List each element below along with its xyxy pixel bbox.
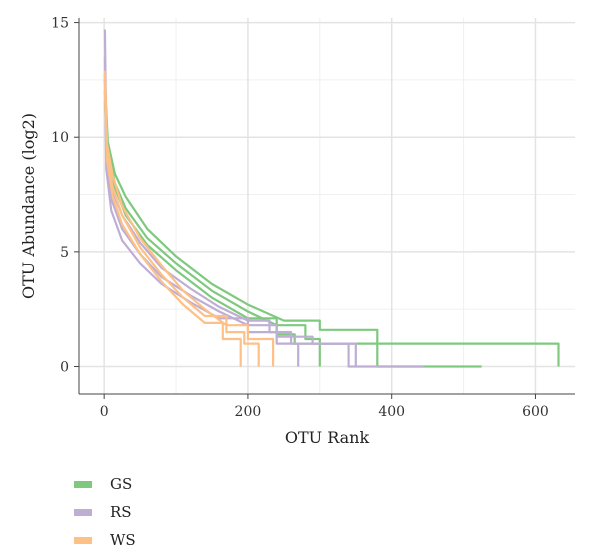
y-tick-label: 10 (51, 130, 69, 146)
legend-label-rs: RS (110, 503, 132, 521)
legend-item-rs[interactable]: RS (74, 498, 136, 526)
y-tick-label: 0 (60, 359, 69, 375)
legend-label-ws: WS (110, 531, 136, 549)
legend-swatch-ws (74, 536, 92, 544)
plot-panel (79, 18, 575, 394)
legend-item-ws[interactable]: WS (74, 526, 136, 554)
legend-item-gs[interactable]: GS (74, 470, 136, 498)
x-tick-label: 400 (378, 404, 405, 420)
axes: 0 200 400 600 0 5 10 15 (51, 16, 575, 420)
legend-label-gs: GS (110, 475, 133, 493)
x-axis-title: OTU Rank (285, 428, 370, 447)
x-tick-label: 0 (100, 404, 109, 420)
legend-swatch-gs (74, 480, 92, 488)
series-ws-line-2 (103, 82, 260, 367)
series-ws-line-1 (103, 70, 275, 367)
rank-abundance-chart: 0 200 400 600 0 5 10 15 OTU Rank OTU Abundance … (19, 16, 575, 447)
series-gs-line-2 (103, 91, 482, 368)
legend: GS RS WS (74, 470, 136, 554)
y-tick-label: 5 (60, 245, 69, 261)
series-rs-line-2 (103, 56, 357, 367)
y-tick-label: 15 (51, 16, 69, 32)
series-ws-line-3 (103, 91, 242, 367)
series-lines (103, 29, 560, 368)
x-tick-label: 200 (235, 404, 262, 420)
x-tick-label: 600 (522, 404, 549, 420)
series-gs-line-1 (103, 79, 560, 367)
y-axis-title: OTU Abundance (log2) (19, 113, 38, 299)
legend-swatch-rs (74, 508, 92, 516)
